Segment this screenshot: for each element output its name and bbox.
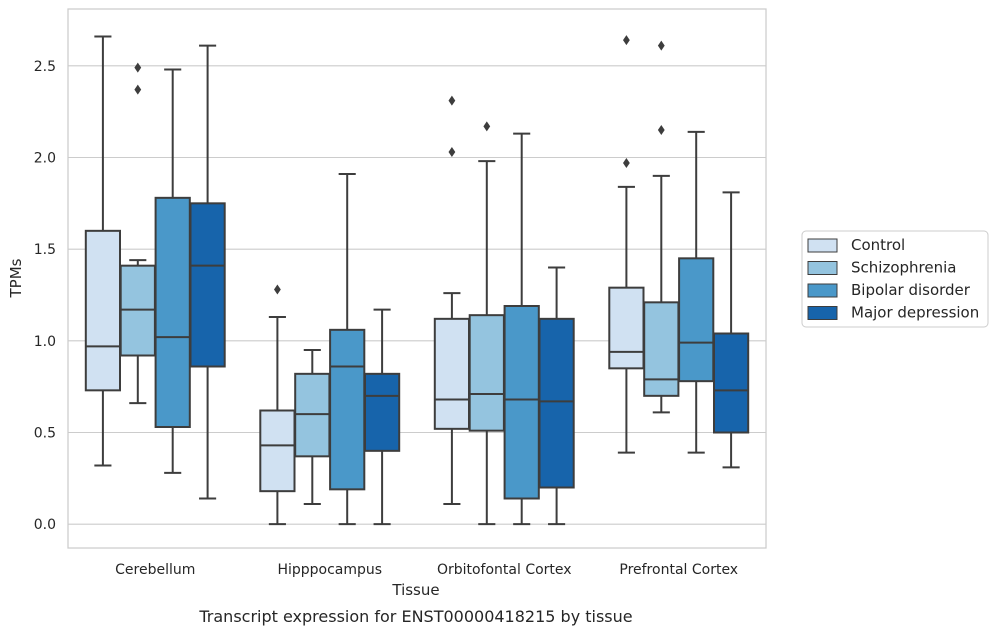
legend-swatch (807, 306, 838, 320)
y-axis-label: TPMs (7, 258, 25, 298)
box (678, 130, 715, 454)
box-iqr (468, 314, 505, 432)
box (643, 40, 680, 414)
legend-entry: Major depression (807, 304, 979, 322)
legend-entry: Control (807, 236, 905, 254)
box (259, 284, 296, 526)
box (712, 191, 750, 469)
outlier-point (483, 121, 491, 132)
outlier-point (448, 95, 456, 106)
box-iqr (608, 286, 645, 370)
legend: Control Schizophrenia Bipolar disorder Majo… (801, 230, 989, 328)
box-series-group (84, 35, 750, 526)
outlier-point (623, 158, 630, 168)
box (363, 308, 401, 526)
x-tick-label: Hipppocampus (277, 562, 382, 578)
box-iqr (643, 301, 680, 397)
box-iqr (678, 257, 715, 383)
legend-label: Major depression (851, 304, 979, 322)
y-tick-label: 1.0 (34, 334, 56, 350)
legend-items: Control Schizophrenia Bipolar disorder Majo… (807, 236, 979, 322)
outlier-point (657, 40, 665, 51)
box-iqr (259, 409, 296, 493)
box-iqr (363, 372, 401, 452)
box (468, 121, 505, 526)
legend-swatch (807, 238, 838, 253)
outlier-point (134, 62, 142, 73)
plot-area-frame (67, 8, 767, 549)
y-tick-label: 2.5 (34, 59, 56, 75)
series-control (84, 35, 645, 526)
box (294, 349, 331, 505)
outlier-point (657, 125, 665, 135)
box-iqr (433, 317, 471, 430)
y-tick-label: 0.5 (34, 426, 56, 442)
box (503, 132, 540, 526)
outlier-point (134, 84, 142, 95)
box-iqr (189, 202, 226, 368)
legend-label: Bipolar disorder (851, 281, 971, 299)
box-iqr (503, 305, 540, 500)
series-major-depression (189, 44, 750, 526)
chart-caption: Transcript expression for ENST0000041821… (198, 607, 632, 626)
box-iqr (84, 229, 122, 392)
box (119, 62, 156, 405)
box (608, 35, 645, 454)
box (329, 173, 366, 526)
legend-entry: Schizophrenia (807, 259, 956, 277)
y-axis-ticks: 0.0 0.5 1.0 1.5 2.0 2.5 (34, 59, 56, 533)
box (84, 35, 122, 467)
y-tick-label: 0.0 (34, 517, 56, 533)
y-tick-label: 1.5 (34, 242, 56, 258)
x-tick-label: Prefrontal Cortex (619, 562, 738, 578)
legend-frame (801, 230, 989, 328)
legend-swatch (807, 261, 838, 275)
box-iqr (329, 328, 366, 491)
legend-entry: Bipolar disorder (807, 281, 971, 299)
x-tick-label: Orbitofontal Cortex (437, 562, 572, 578)
x-tick-label: Cerebellum (115, 562, 195, 578)
series-schizophrenia (119, 40, 680, 526)
box-iqr (712, 332, 750, 434)
box (538, 266, 575, 526)
box (433, 95, 471, 505)
y-tick-label: 2.0 (34, 151, 56, 167)
box-iqr (154, 196, 191, 428)
legend-label: Control (851, 236, 905, 254)
box (154, 68, 191, 474)
outlier-point (274, 284, 281, 295)
box-iqr (538, 317, 575, 489)
outlier-point (623, 35, 630, 46)
legend-swatch (807, 283, 838, 298)
x-axis-ticks: Cerebellum Hipppocampus Orbitofontal Corte… (115, 562, 738, 578)
x-axis-label: Tissue (391, 581, 439, 599)
outlier-point (448, 147, 456, 157)
box (189, 44, 226, 500)
legend-label: Schizophrenia (851, 259, 956, 277)
